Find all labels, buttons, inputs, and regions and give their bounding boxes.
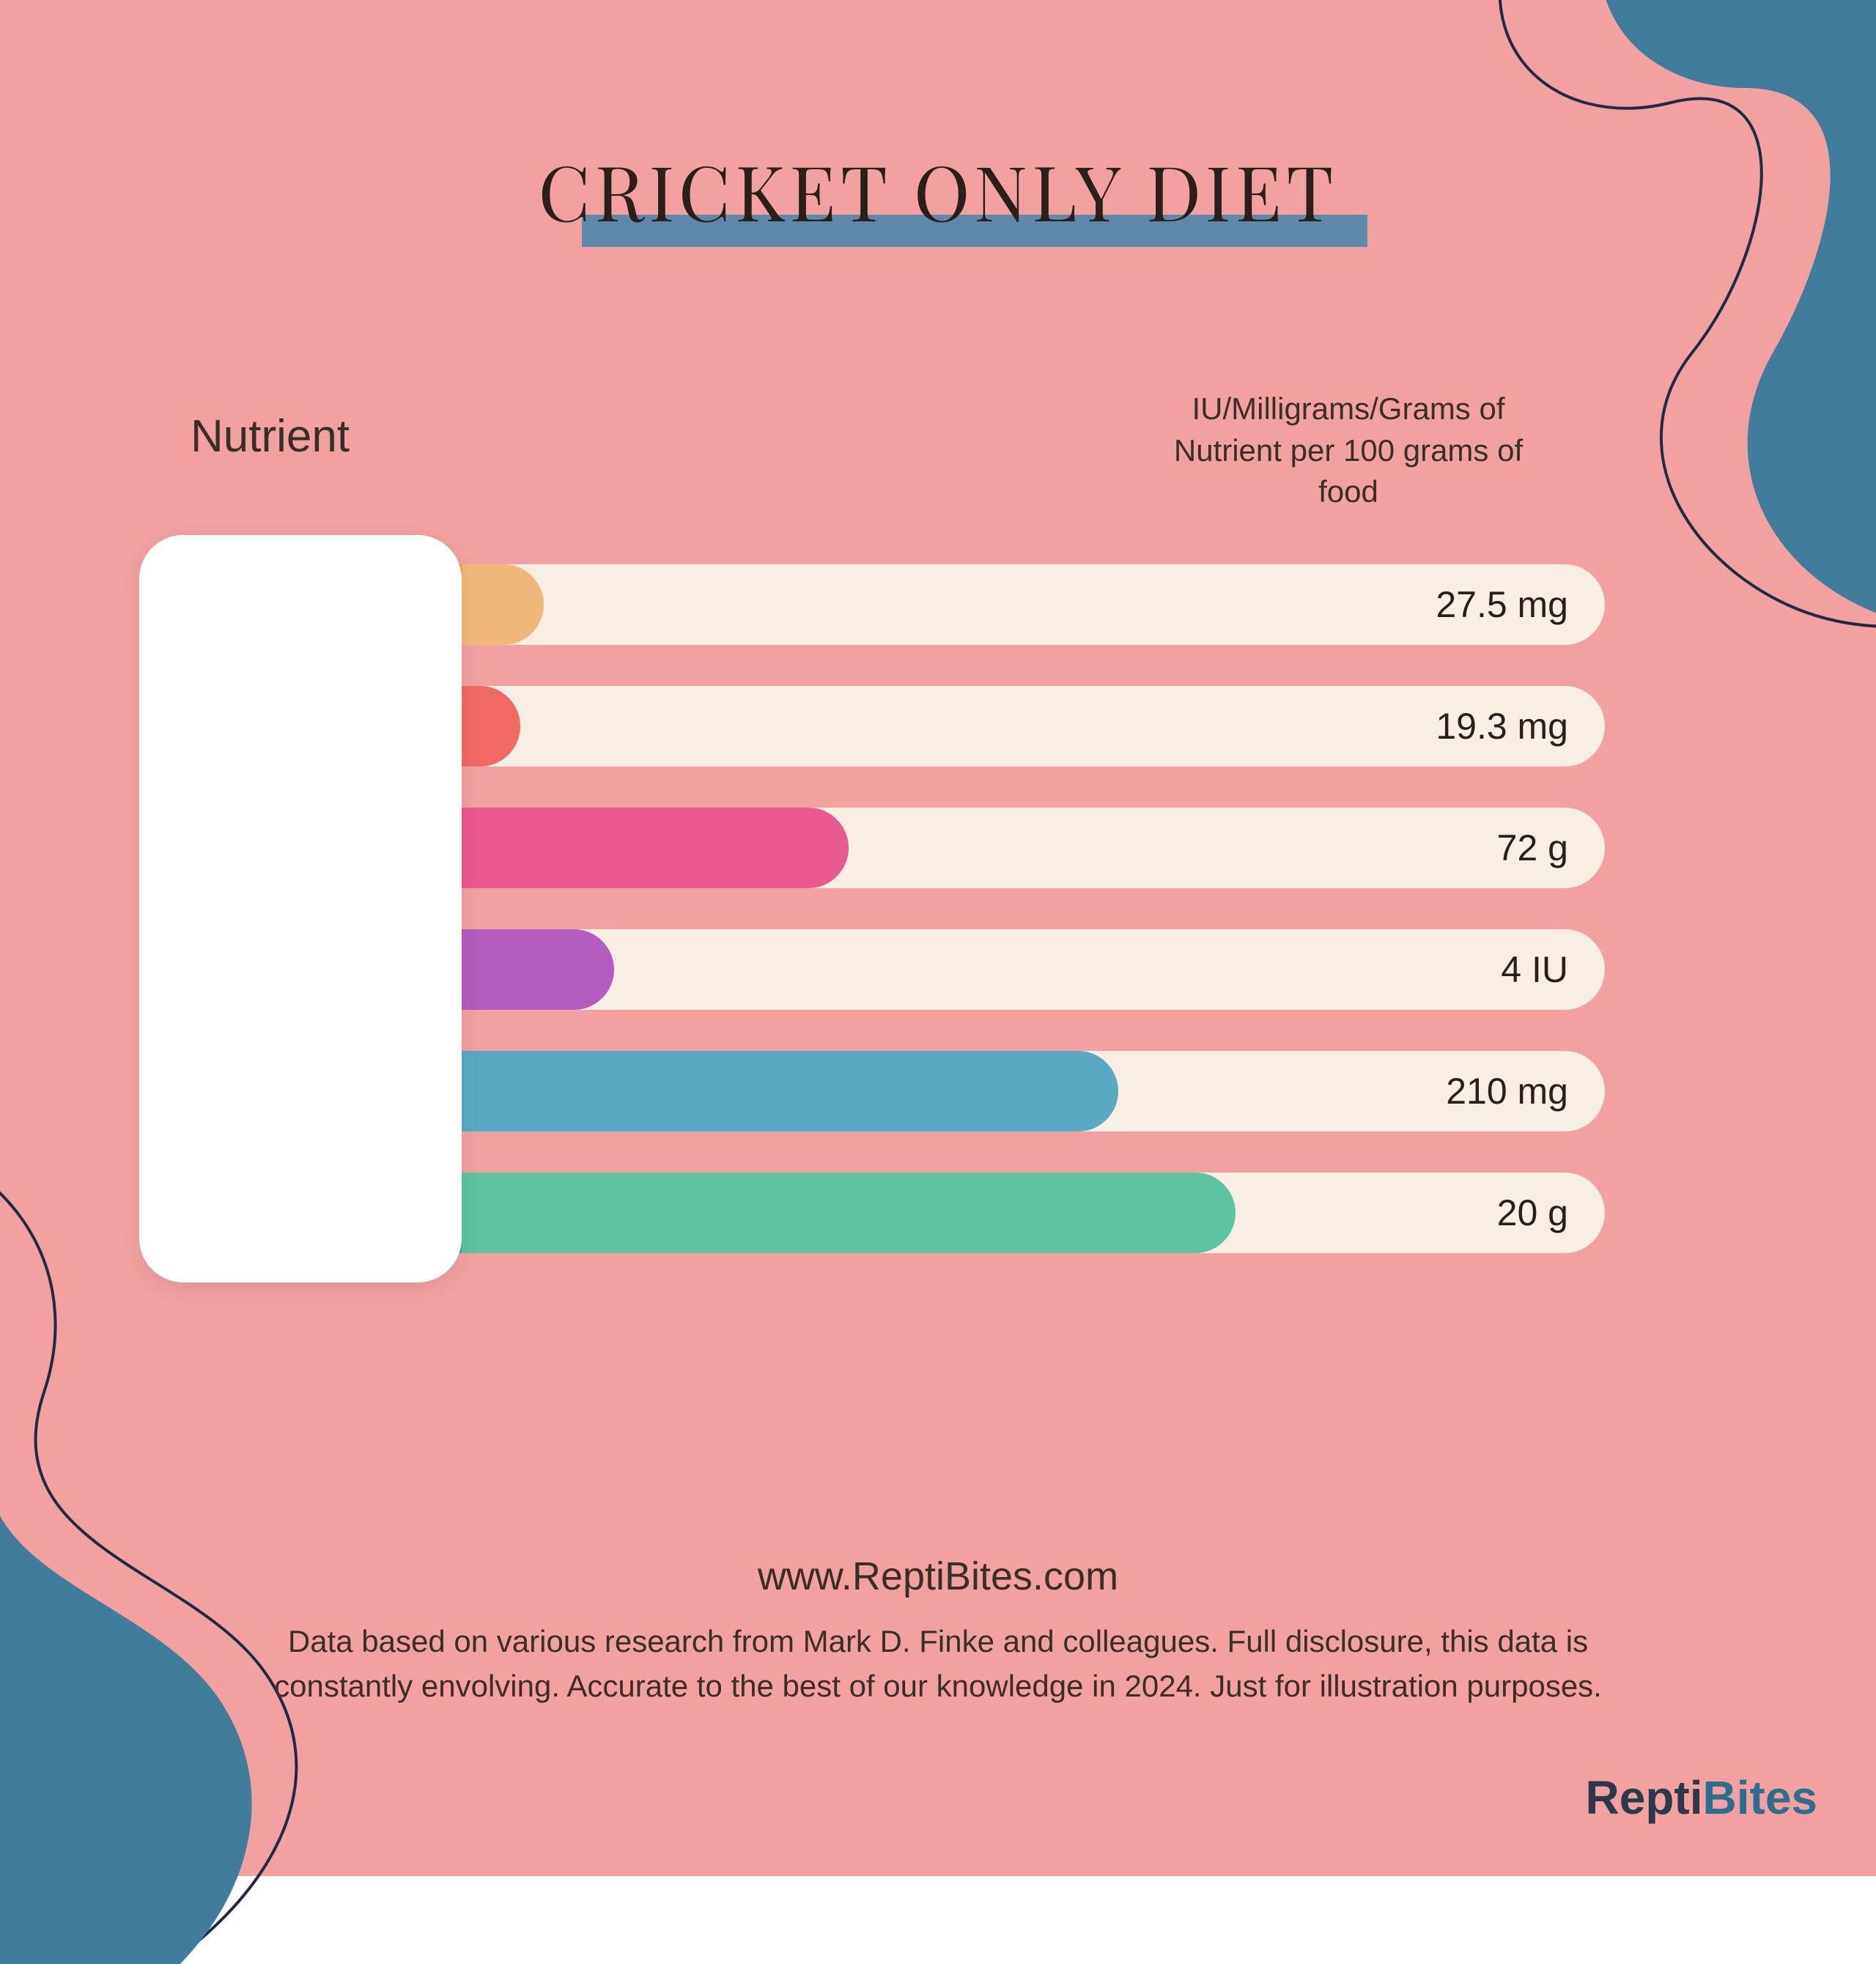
- logo-part-b: Bites: [1703, 1771, 1818, 1824]
- title-underline: CRICKET ONLY DIET: [538, 139, 1337, 241]
- nutrient-value: 20 g: [1497, 1173, 1568, 1253]
- nutrient-value: 4 IU: [1501, 929, 1568, 1010]
- blob-top-right-fill: [1600, 0, 1876, 630]
- bar-fill: [462, 929, 614, 1010]
- bar-fill: [462, 1051, 1118, 1131]
- bar-fill: [462, 1173, 1236, 1253]
- logo-part-a: Repti: [1586, 1771, 1703, 1824]
- nutrient-value: 19.3 mg: [1436, 686, 1568, 767]
- page-title: CRICKET ONLY DIET: [538, 139, 1337, 241]
- reptibites-logo: ReptiBites: [1586, 1771, 1818, 1825]
- column-heading-nutrient: Nutrient: [191, 410, 350, 462]
- bar-track: [432, 564, 1605, 645]
- website-url: www.ReptiBites.com: [0, 1554, 1876, 1599]
- nutrient-value: 27.5 mg: [1436, 564, 1568, 645]
- bar-fill: [462, 564, 544, 645]
- nutrient-label-card: [139, 535, 462, 1282]
- disclaimer-text: Data based on various research from Mark…: [264, 1620, 1612, 1709]
- nutrient-value: 72 g: [1497, 808, 1568, 888]
- nutrient-value: 210 mg: [1446, 1051, 1568, 1131]
- infographic-canvas: CRICKET ONLY DIET Nutrient IU/Milligrams…: [0, 0, 1876, 1876]
- column-heading-units: IU/Milligrams/Grams of Nutrient per 100 …: [1143, 388, 1554, 513]
- bar-track: [432, 686, 1605, 767]
- title-block: CRICKET ONLY DIET: [0, 139, 1876, 241]
- bar-fill: [462, 808, 849, 888]
